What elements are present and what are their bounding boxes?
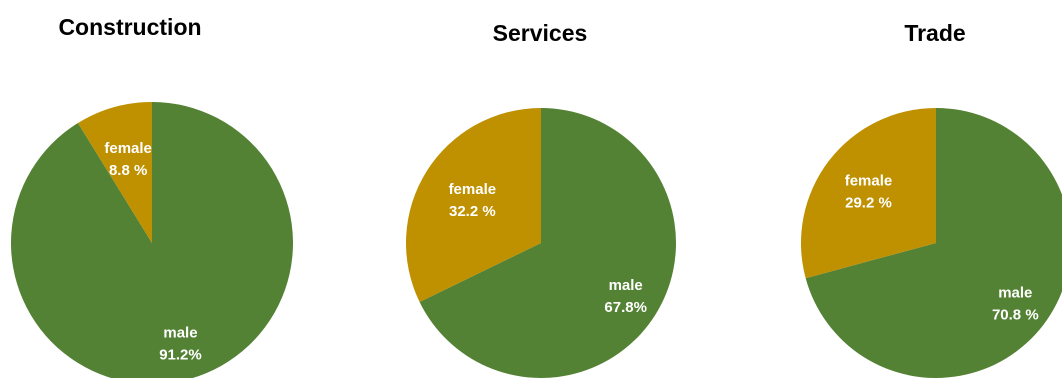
chart-title-construction: Construction bbox=[58, 14, 202, 40]
pie-slice-trade-female bbox=[801, 108, 936, 279]
pie-label-services-female-value: 32.2 % bbox=[449, 203, 496, 220]
chart-title-trade: Trade bbox=[904, 20, 966, 46]
chart-title-services: Services bbox=[492, 20, 588, 46]
pie-label-construction-male-name: male bbox=[163, 324, 197, 341]
pie-label-trade-male-name: male bbox=[998, 285, 1032, 302]
pie-slice-trade-male bbox=[805, 108, 1062, 378]
pie-label-construction-male: male 91.2% bbox=[159, 324, 202, 363]
pie-label-trade-female: female 29.2 % bbox=[845, 172, 893, 211]
pie-slice-services-male bbox=[419, 108, 676, 378]
pie-label-trade-male-value: 70.8 % bbox=[992, 307, 1039, 324]
pie-label-services-female: female 32.2 % bbox=[449, 181, 497, 220]
pie-slice-construction-male bbox=[11, 102, 293, 378]
pie-label-trade-female-name: female bbox=[845, 172, 893, 189]
pie-label-services-male: male 67.8% bbox=[604, 277, 647, 316]
pie-label-services-male-name: male bbox=[609, 277, 643, 294]
pie-label-construction-female-value: 8.8 % bbox=[109, 162, 147, 179]
pie-slice-services-female bbox=[406, 108, 541, 303]
pie-label-services-female-name: female bbox=[449, 181, 497, 198]
pie-label-construction-female: female 8.8 % bbox=[104, 140, 152, 179]
pie-label-construction-male-value: 91.2% bbox=[159, 346, 202, 363]
pie-slice-construction-female bbox=[77, 102, 152, 243]
pie-label-trade-female-value: 29.2 % bbox=[845, 194, 892, 211]
pie-label-services-male-value: 67.8% bbox=[604, 299, 647, 316]
pie-label-trade-male: male 70.8 % bbox=[992, 285, 1039, 324]
pie-label-construction-female-name: female bbox=[104, 140, 152, 157]
